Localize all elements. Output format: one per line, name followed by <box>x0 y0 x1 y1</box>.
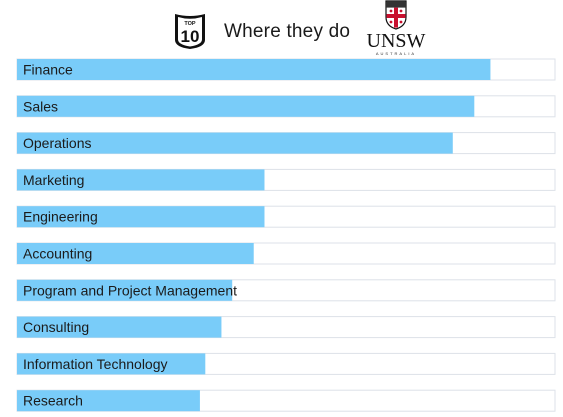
category-label: Finance <box>23 62 73 78</box>
logo-wordmark: UNSW <box>366 30 426 52</box>
logo-subtext: AUSTRALIA <box>375 51 417 56</box>
bar <box>17 95 475 117</box>
bar <box>17 169 265 191</box>
category-label: Marketing <box>23 172 84 188</box>
badge-number: 10 <box>181 27 200 46</box>
bar <box>17 353 206 375</box>
chart-header: TOP 10 Where they do UNSW AUSTRALIA <box>0 0 563 58</box>
bar <box>17 243 254 264</box>
badge-top-label: TOP <box>184 21 196 27</box>
category-label: Research <box>23 393 83 409</box>
category-label: Sales <box>23 98 58 114</box>
bar <box>17 132 453 154</box>
bar <box>17 279 233 301</box>
category-label: Information Technology <box>23 356 168 372</box>
bar <box>17 316 222 338</box>
category-label: Engineering <box>23 209 98 225</box>
bar <box>17 59 491 80</box>
top-10-icon: TOP 10 <box>175 14 205 49</box>
bar <box>17 206 265 228</box>
category-label: Accounting <box>23 246 92 262</box>
crest-icon <box>385 0 407 30</box>
category-label: Program and Project Management <box>23 282 237 298</box>
category-label: Operations <box>23 135 91 151</box>
category-label: Consulting <box>23 319 89 335</box>
unsw-logo: UNSW AUSTRALIA <box>364 0 428 58</box>
page-title: Where they do <box>224 21 351 42</box>
bar <box>17 390 200 412</box>
